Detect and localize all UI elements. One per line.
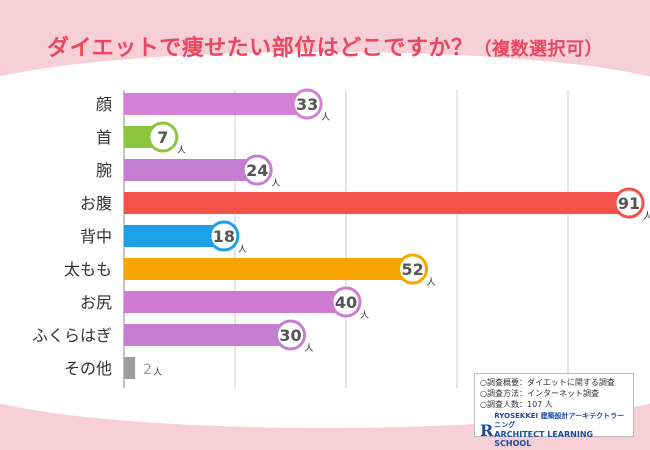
value-label: 18 — [213, 227, 235, 246]
category-label: 背中 — [80, 227, 112, 246]
unit-label: 人 — [360, 310, 369, 321]
value-label: 2 — [143, 362, 152, 378]
value-badge — [147, 121, 179, 153]
category-label: 腕 — [96, 161, 112, 180]
category-label: お尻 — [80, 293, 112, 312]
category-label: 顔 — [96, 95, 112, 114]
chart-subtitle: （複数選択可） — [473, 39, 604, 60]
category-label: その他 — [64, 359, 112, 378]
bar — [124, 225, 224, 247]
unit-label: 人 — [177, 145, 186, 156]
value-badge — [330, 286, 362, 318]
value-label: 30 — [279, 326, 301, 345]
logo-text: RYOSEKKEI 建築設計アーキテクトラーニング ARCHITECT LEAR… — [494, 412, 628, 448]
category-label: お腹 — [80, 194, 112, 213]
value-badge — [241, 154, 273, 186]
unit-label: 人 — [427, 277, 436, 288]
category-label: 首 — [96, 128, 112, 147]
category-label: 太もも — [64, 260, 112, 279]
category-label: ふくらはぎ — [32, 326, 112, 345]
chart-title-main: ダイエットで痩せたい部位はどこですか？ — [46, 36, 474, 61]
value-label: 33 — [296, 95, 318, 114]
unit-label: 人 — [153, 367, 162, 378]
bar — [124, 159, 258, 181]
unit-label: 人 — [643, 211, 650, 222]
bar — [124, 192, 630, 214]
value-badge — [275, 319, 306, 351]
bar — [124, 258, 413, 280]
value-label: 7 — [157, 128, 168, 147]
survey-info-box: ○調査概要：ダイエットに関する調査 ○調査方法：インターネット調査 ○調査人数：… — [474, 373, 634, 448]
school-logo: R RYOSEKKEI 建築設計アーキテクトラーニング ARCHITECT LE… — [480, 412, 628, 448]
unit-label: 人 — [305, 343, 314, 354]
bar — [124, 291, 346, 313]
bar — [124, 93, 308, 115]
value-badge — [613, 187, 645, 219]
value-badge — [291, 88, 323, 120]
value-badge — [208, 220, 240, 252]
survey-count: ○調査人数：107 人 — [480, 400, 553, 409]
value-label: 40 — [335, 293, 357, 312]
survey-method: ○調査方法：インターネット調査 — [480, 389, 599, 398]
logo-line-2: ARCHITECT LEARNING SCHOOL — [494, 430, 594, 448]
unit-label: 人 — [271, 178, 280, 189]
value-label: 24 — [246, 161, 268, 180]
survey-summary: ○調査概要：ダイエットに関する調査 — [480, 378, 615, 387]
unit-label: 人 — [238, 244, 247, 255]
chart-title: ダイエットで痩せたい部位はどこですか？（複数選択可） — [0, 30, 650, 62]
logo-mark: R — [480, 420, 493, 440]
value-label: 91 — [618, 194, 640, 213]
unit-label: 人 — [321, 112, 330, 123]
bar — [124, 324, 291, 346]
value-badge — [397, 253, 429, 285]
bar — [124, 357, 136, 379]
header-wave — [0, 52, 650, 142]
logo-line-1: RYOSEKKEI 建築設計アーキテクトラーニング — [494, 412, 625, 429]
value-label: 52 — [401, 260, 423, 279]
